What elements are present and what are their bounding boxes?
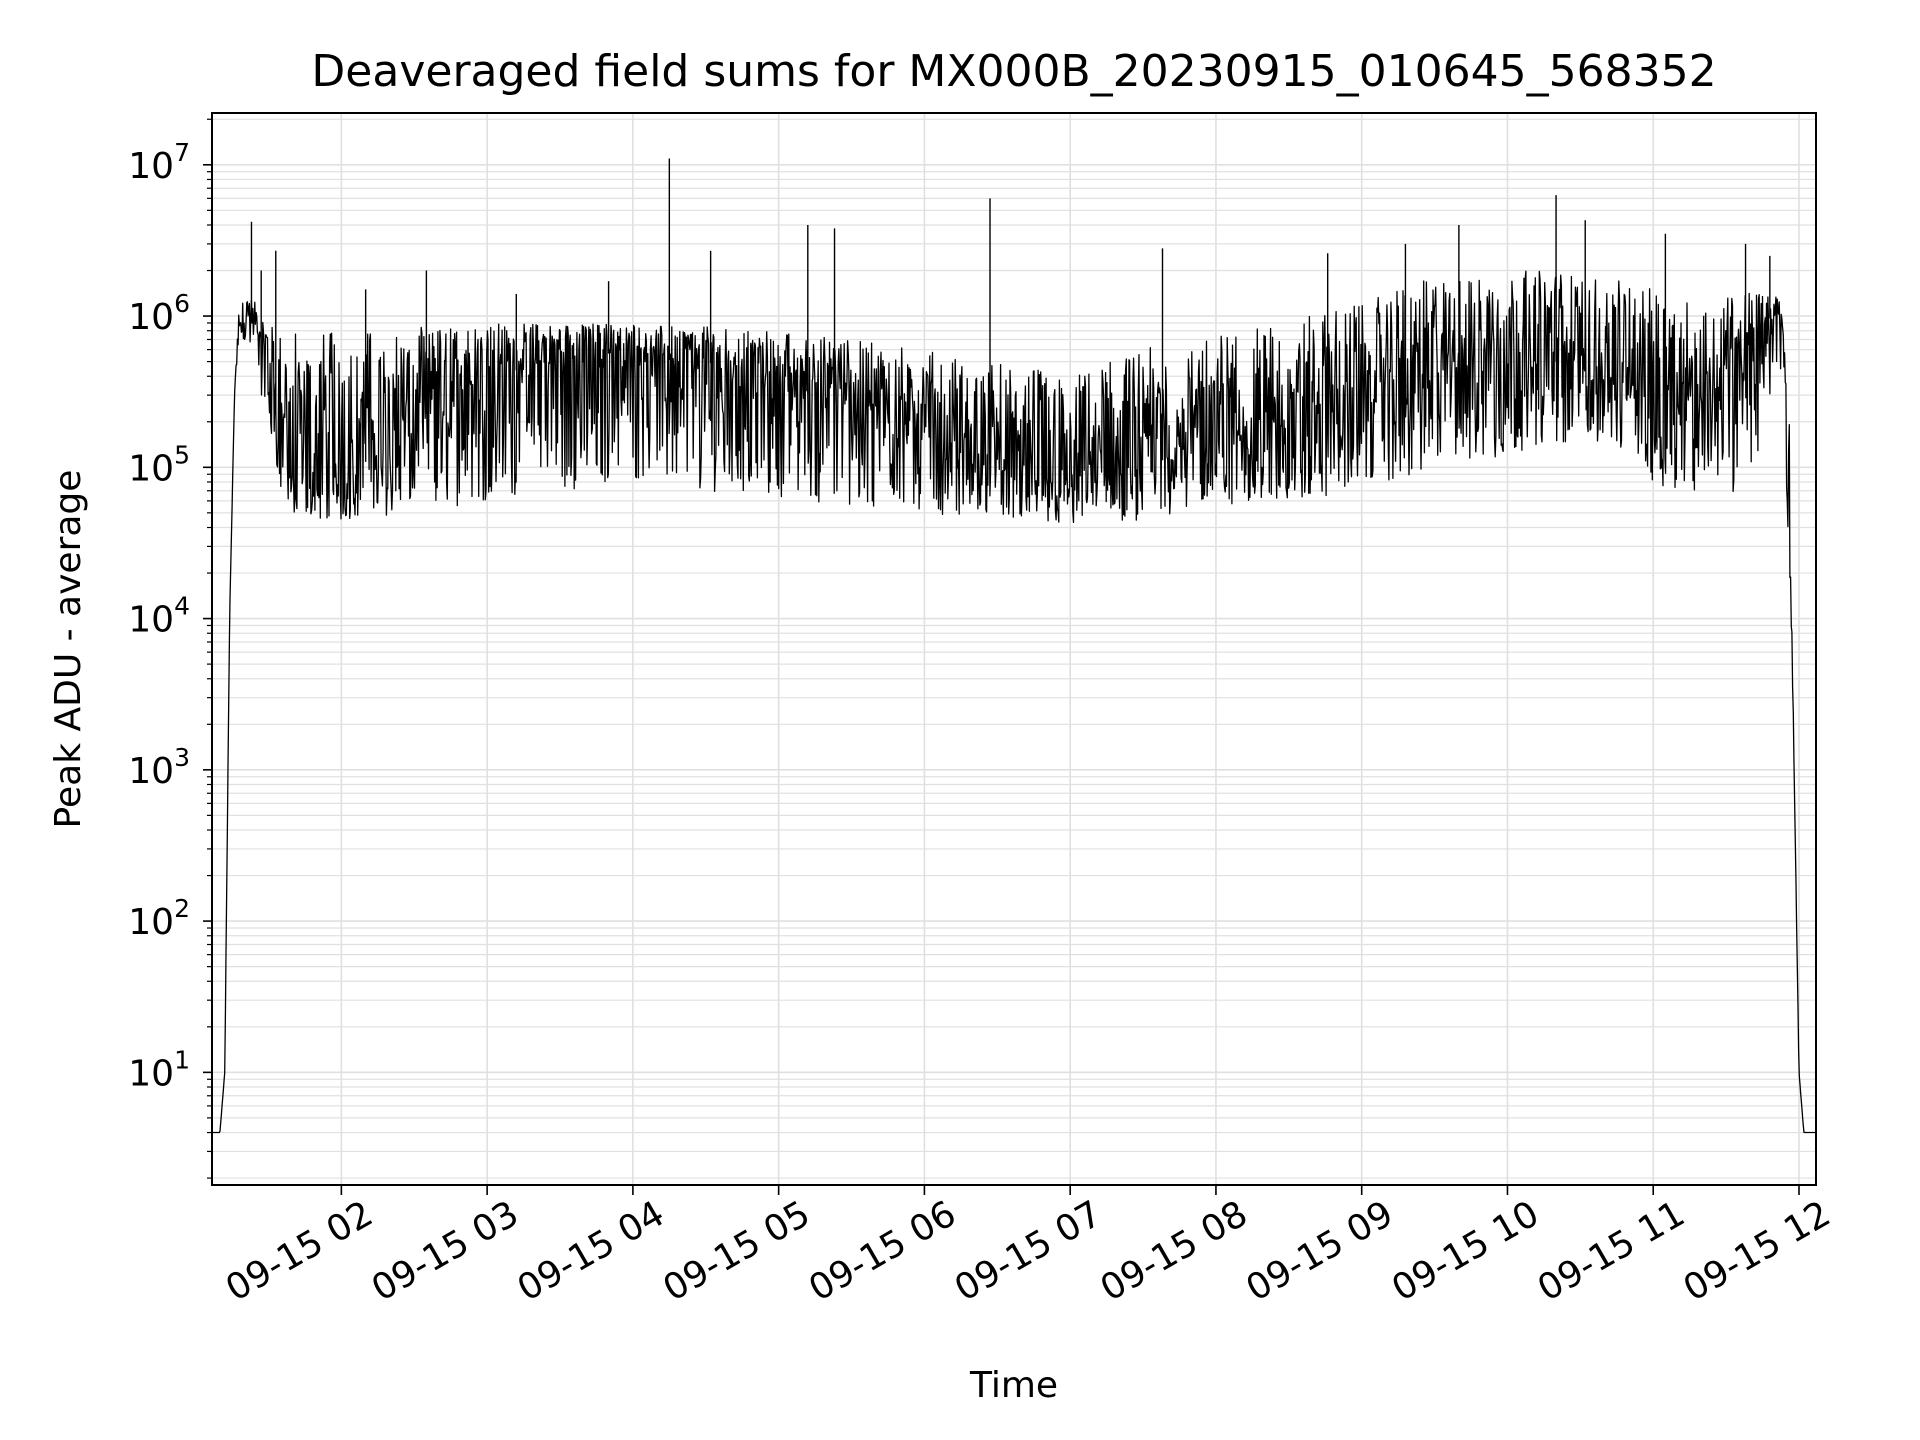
y-tick-label: 107 <box>128 138 190 187</box>
y-tick-label: 104 <box>128 592 190 641</box>
x-tick-label: 09-15 09 <box>1240 1193 1401 1309</box>
y-tick-label: 106 <box>128 289 190 338</box>
x-tick-label: 09-15 06 <box>802 1193 963 1309</box>
x-tick-label: 09-15 07 <box>948 1193 1109 1309</box>
x-axis-label: Time <box>969 1365 1058 1406</box>
data-series <box>212 158 1816 1134</box>
x-tick-label: 09-15 12 <box>1677 1193 1838 1309</box>
y-axis-label: Peak ADU - average <box>48 470 89 829</box>
y-tick-label: 102 <box>128 894 190 943</box>
chart-title: Deaveraged field sums for MX000B_2023091… <box>311 46 1716 97</box>
y-axis-ticks: 101 102 103 104 105 106 107 <box>128 118 212 1179</box>
y-tick-label: 105 <box>128 440 190 489</box>
y-tick-label: 101 <box>128 1045 190 1094</box>
y-tick-label: 103 <box>128 743 190 792</box>
x-tick-label: 09-15 04 <box>511 1193 672 1309</box>
plot-frame <box>211 112 1817 1186</box>
x-tick-label: 09-15 11 <box>1531 1193 1692 1309</box>
x-tick-label: 09-15 03 <box>365 1193 526 1309</box>
series-line <box>212 270 1816 1134</box>
x-tick-label: 09-15 02 <box>219 1193 380 1309</box>
x-tick-label: 09-15 08 <box>1094 1193 1255 1309</box>
grid-lines <box>212 113 1816 1185</box>
x-tick-label: 09-15 10 <box>1385 1193 1546 1309</box>
x-tick-label: 09-15 05 <box>656 1193 817 1309</box>
